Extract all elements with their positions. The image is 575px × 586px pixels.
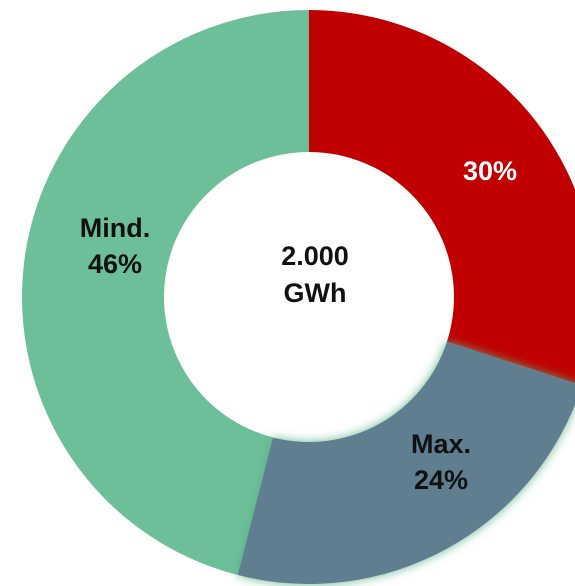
- slice-30: [309, 10, 575, 384]
- center-total-value: 2.000: [281, 241, 349, 271]
- donut-slices: [22, 10, 575, 584]
- slice-labels: 30% Max. 24% Mind. 46%: [80, 156, 517, 495]
- center-total-unit: GWh: [284, 278, 347, 308]
- slice-30-label-0: 30%: [463, 156, 517, 186]
- slice-max-label-1: 24%: [414, 465, 468, 495]
- slice-max-label-0: Max.: [411, 429, 471, 459]
- slice-mind-label-1: 46%: [88, 249, 142, 279]
- slice-mind-label-0: Mind.: [80, 213, 150, 243]
- slice-max: [237, 341, 575, 584]
- slice-mind: [22, 10, 310, 575]
